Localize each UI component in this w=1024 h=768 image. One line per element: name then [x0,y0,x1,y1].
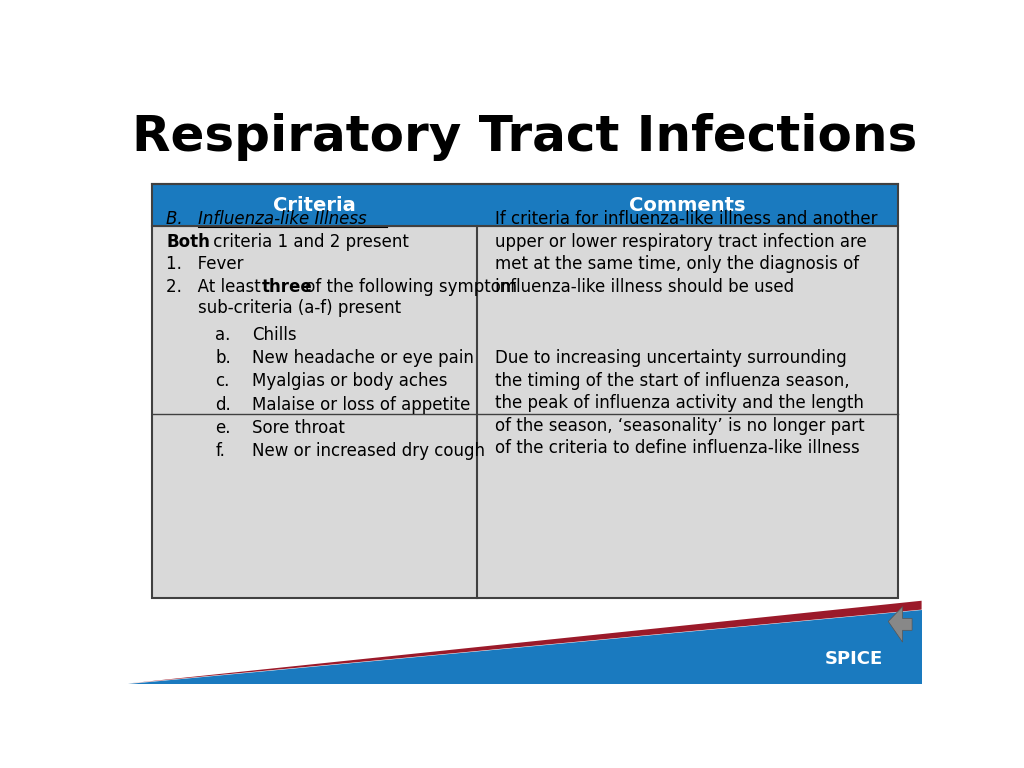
Text: the timing of the start of influenza season,: the timing of the start of influenza sea… [495,372,849,390]
Text: c.: c. [215,372,229,390]
Text: Chills: Chills [252,326,296,344]
Text: e.: e. [215,419,230,436]
Text: 2.   At least: 2. At least [166,278,266,296]
Text: a.: a. [215,326,230,344]
Text: the peak of influenza activity and the length: the peak of influenza activity and the l… [495,394,863,412]
Text: Respiratory Tract Infections: Respiratory Tract Infections [132,112,918,161]
Text: 1.   Fever: 1. Fever [166,256,244,273]
Text: criteria 1 and 2 present: criteria 1 and 2 present [208,233,409,251]
Text: sub-criteria (a-f) present: sub-criteria (a-f) present [198,299,401,317]
Text: of the criteria to define influenza-like illness: of the criteria to define influenza-like… [495,439,859,457]
Text: of the following symptom: of the following symptom [300,278,517,296]
Text: upper or lower respiratory tract infection are: upper or lower respiratory tract infecti… [495,233,866,251]
Text: Due to increasing uncertainty surrounding: Due to increasing uncertainty surroundin… [495,349,847,367]
Polygon shape [128,610,922,684]
Text: Comments: Comments [629,196,745,214]
Text: Both: Both [166,233,210,251]
Polygon shape [888,607,912,642]
Text: influenza-like illness should be used: influenza-like illness should be used [495,278,794,296]
Text: New headache or eye pain: New headache or eye pain [252,349,474,367]
Text: Sore throat: Sore throat [252,419,345,436]
Text: met at the same time, only the diagnosis of: met at the same time, only the diagnosis… [495,256,859,273]
Text: Myalgias or body aches: Myalgias or body aches [252,372,447,390]
Text: of the season, ‘seasonality’ is no longer part: of the season, ‘seasonality’ is no longe… [495,417,864,435]
Bar [152,184,898,227]
Text: Malaise or loss of appetite: Malaise or loss of appetite [252,396,470,413]
Text: f.: f. [215,442,225,460]
Text: B.: B. [166,210,194,228]
Bar [152,227,898,598]
Text: three: three [261,278,312,296]
Text: d.: d. [215,396,231,413]
Text: Influenza-like Illness: Influenza-like Illness [198,210,367,228]
Text: If criteria for influenza-like illness and another: If criteria for influenza-like illness a… [495,210,878,228]
Text: b.: b. [215,349,231,367]
Text: New or increased dry cough: New or increased dry cough [252,442,484,460]
Text: Criteria: Criteria [273,196,356,214]
Text: SPICE: SPICE [824,650,883,667]
Polygon shape [128,601,922,684]
